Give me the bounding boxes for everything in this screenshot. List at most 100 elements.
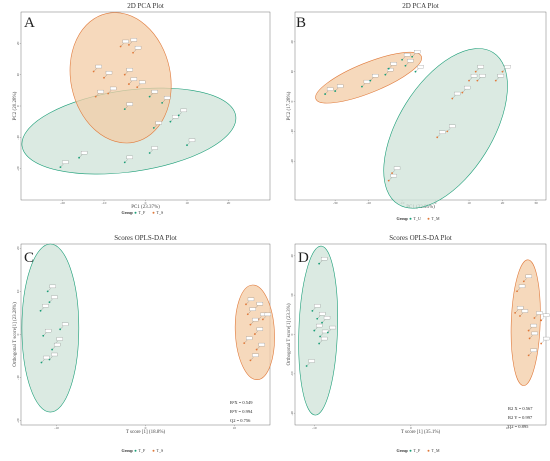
point-label-box [256, 327, 264, 331]
point-label-box [80, 151, 88, 155]
point-label-box [372, 74, 379, 78]
data-point [476, 79, 479, 82]
data-point [540, 342, 543, 345]
point-label-box [319, 312, 326, 316]
point-label-box [95, 64, 102, 69]
data-point [461, 91, 464, 94]
data-point [245, 303, 247, 306]
model-stat: R²X = 0.549 [230, 400, 253, 405]
x-tick-label: 10 [233, 426, 237, 430]
legend-swatch [134, 449, 137, 452]
point-label-box [62, 160, 69, 164]
confidence-ellipse-t-s [234, 284, 275, 380]
data-point [516, 290, 518, 293]
point-label-box [130, 77, 138, 81]
y-tick-label: -10 [16, 135, 20, 140]
confidence-ellipse-t-f [21, 243, 80, 413]
y-tick-label: 0 [16, 333, 20, 335]
y-tick-label: 10 [290, 70, 294, 74]
data-point [514, 311, 517, 314]
data-point [261, 318, 264, 321]
data-point [446, 130, 449, 133]
x-axis-label: PC1 (23.37%) [131, 205, 160, 210]
point-label-box [543, 336, 550, 341]
data-point [103, 76, 105, 79]
data-point [391, 172, 393, 175]
point-label-box [139, 80, 146, 84]
point-label-box [252, 353, 259, 357]
data-point [527, 329, 530, 332]
point-label-box [130, 38, 138, 42]
data-point [40, 361, 43, 364]
chart-title: 2D PCA Plot [127, 2, 164, 10]
point-label-box [42, 304, 49, 308]
point-label-box [188, 138, 196, 142]
x-tick-label: 0 [145, 201, 147, 205]
y-axis-label: PC2 (17.28%) [287, 91, 292, 120]
point-label-box [363, 79, 371, 84]
data-point [92, 70, 95, 73]
point-label-box [454, 91, 461, 96]
y-tick-label: 0 [290, 100, 294, 102]
x-tick-label: -20 [366, 201, 371, 205]
point-label-box [479, 74, 486, 78]
x-tick-label: -10 [54, 426, 59, 430]
data-point [528, 337, 531, 340]
y-tick-label: -10 [290, 371, 294, 376]
legend-title: Group [122, 210, 134, 215]
data-point [387, 179, 390, 182]
data-point [319, 335, 321, 338]
legend-label: T_F [414, 448, 421, 453]
data-point [132, 51, 134, 54]
point-label-box [316, 323, 323, 328]
data-point [540, 319, 543, 322]
point-label-box [246, 336, 253, 340]
data-point [246, 313, 249, 316]
y-tick-label: 20 [290, 254, 294, 258]
point-label-box [393, 166, 401, 170]
point-label-box [321, 257, 328, 261]
data-point [519, 315, 521, 317]
data-point [401, 58, 403, 61]
data-point [522, 280, 525, 283]
point-label-box [470, 74, 478, 78]
y-tick-label: 20 [16, 41, 20, 45]
confidence-ellipse-t-m [510, 259, 541, 386]
data-point [533, 317, 536, 319]
data-point [527, 354, 530, 357]
data-point [387, 67, 390, 70]
point-label-box [403, 53, 411, 57]
panel-d: Scores OPLS-DA Plot D T score [1] (35.1%) O… [287, 234, 550, 453]
data-point [48, 301, 51, 304]
point-label-box [51, 295, 58, 299]
y-tick-label: -20 [16, 166, 20, 171]
data-point [369, 79, 372, 82]
x-tick-label: 0 [145, 426, 147, 430]
point-label-box [314, 304, 321, 308]
point-label-box [151, 89, 158, 94]
data-point [305, 365, 308, 367]
data-point [326, 331, 329, 334]
data-point [123, 108, 126, 111]
data-point [39, 309, 42, 312]
data-point [127, 44, 130, 46]
data-point [451, 97, 454, 100]
data-point [334, 90, 337, 92]
legend-label: T_F [139, 448, 146, 453]
panel-letter: A [24, 15, 35, 31]
x-tick-label: 10 [506, 426, 510, 430]
confidence-ellipse-t-f [298, 245, 338, 416]
legend-swatch [152, 449, 155, 452]
point-label-box [477, 65, 484, 69]
chart-title: 2D PCA Plot [402, 2, 439, 10]
data-point [46, 290, 49, 293]
data-point [253, 333, 256, 335]
x-tick-label: 20 [227, 201, 231, 205]
data-point [249, 323, 252, 326]
legend-swatch [427, 217, 430, 220]
point-label-box [43, 355, 50, 360]
panel-c: Scores OPLS-DA Plot C T score [1] (18.8%) O… [13, 234, 275, 453]
x-tick-label: 0 [410, 426, 412, 430]
confidence-ellipse-t-u [383, 48, 508, 209]
x-tick-label: 10 [467, 201, 471, 205]
